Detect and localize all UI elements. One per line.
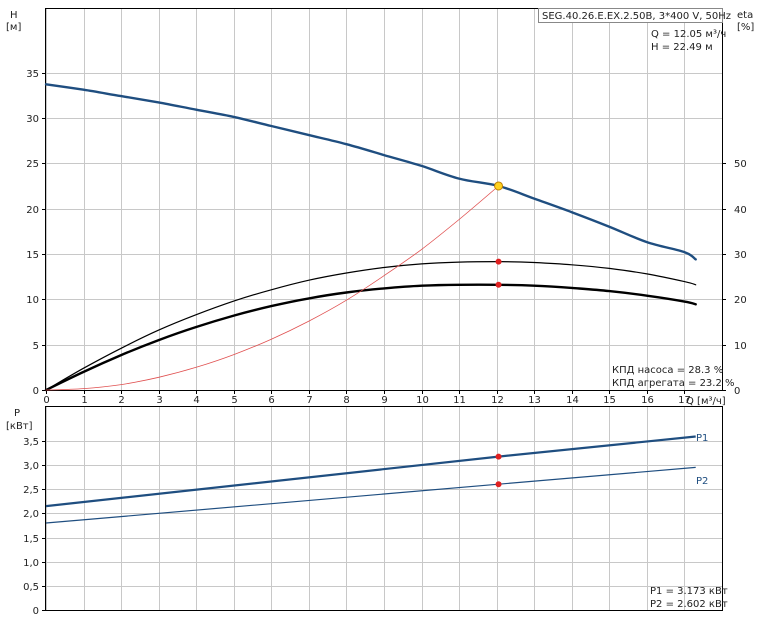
h-tick-label-0: 0 (33, 386, 39, 397)
p-tick-label-3,0: 3,0 (23, 461, 39, 472)
p1-value-label: P1 = 3.173 кВт (650, 586, 728, 597)
h-tick-label-35: 35 (26, 69, 39, 80)
power-point-1 (495, 481, 502, 488)
bottom-plot-frame (45, 406, 723, 611)
head-curve (44, 83, 697, 261)
chart-title: SEG.40.26.E.EX.2.50B, 3*400 V, 50Hz (542, 11, 731, 22)
p-tick-label-1,5: 1,5 (23, 534, 39, 545)
x-tick-label-10: 10 (416, 395, 429, 406)
p2-value-label: P2 = 2.602 кВт (650, 599, 728, 610)
p-axis-label: P (14, 408, 20, 419)
p-tick-label-2,0: 2,0 (23, 509, 39, 520)
system-curve (45, 185, 499, 391)
top-grid (46, 9, 722, 391)
p-tick-label-2,5: 2,5 (23, 485, 39, 496)
x-tick-label-4: 4 (193, 395, 199, 406)
eta-unit-curve (44, 283, 697, 392)
p-axis-unit: [кВт] (6, 421, 33, 432)
x-tick-label-17: 17 (678, 395, 691, 406)
x-tick-label-13: 13 (528, 395, 541, 406)
q-value-label: Q = 12.05 м³/ч (651, 29, 726, 40)
x-tick-label-16: 16 (641, 395, 654, 406)
p1-series-label: P1 (696, 433, 708, 444)
h-tick-label-25: 25 (26, 159, 39, 170)
p-tick-label-0: 0 (33, 606, 39, 617)
x-tick-label-5: 5 (231, 395, 237, 406)
h-axis-unit: [м] (6, 22, 21, 33)
q-axis-label: Q [м³/ч] (686, 396, 726, 407)
x-tick-label-8: 8 (343, 395, 349, 406)
x-tick-label-15: 15 (603, 395, 616, 406)
eta-tick-label-30: 30 (734, 250, 747, 261)
eta-tick-label-50: 50 (734, 159, 747, 170)
eta-pump-curve (45, 260, 697, 391)
eta-axis-unit: [%] (737, 22, 754, 33)
x-tick-label-2: 2 (118, 395, 124, 406)
eta-tick-label-20: 20 (734, 295, 747, 306)
axis-ticks: 0 1 2 3 4 5 6 7 8 9 10 11 12 13 14 15 16 1705101520253035… (23, 69, 747, 617)
eta-tick-label-10: 10 (734, 341, 747, 352)
p-tick-label-3,5: 3,5 (23, 437, 39, 448)
operating-point-1 (495, 258, 502, 265)
eta-axis-label: eta (737, 10, 753, 21)
title-box (538, 8, 723, 23)
eta-tick-label-40: 40 (734, 205, 747, 216)
x-tick-label-7: 7 (306, 395, 312, 406)
h-tick-label-30: 30 (26, 114, 39, 125)
eta-pump-label: КПД насоса = 28.3 % (612, 365, 723, 376)
x-tick-label-0: 0 (43, 395, 49, 406)
h-tick-label-10: 10 (26, 295, 39, 306)
operating-point-0 (494, 181, 504, 191)
eta-unit-label: КПД агрегата = 23.2 % (612, 378, 735, 389)
eta-tick-label-0: 0 (734, 386, 740, 397)
h-axis-label: H (10, 10, 18, 21)
power-point-0 (495, 453, 502, 460)
x-tick-label-6: 6 (268, 395, 274, 406)
x-tick-label-1: 1 (81, 395, 87, 406)
operating-points (494, 181, 504, 488)
p2-series-label: P2 (696, 476, 708, 487)
p-tick-label-1,0: 1,0 (23, 558, 39, 569)
x-tick-label-14: 14 (566, 395, 579, 406)
x-tick-label-3: 3 (156, 395, 162, 406)
h-value-label: H = 22.49 м (651, 42, 713, 53)
h-tick-label-5: 5 (33, 341, 39, 352)
x-tick-label-11: 11 (453, 395, 466, 406)
x-tick-label-9: 9 (381, 395, 387, 406)
h-tick-label-20: 20 (26, 205, 39, 216)
curves (44, 83, 697, 524)
p-tick-label-0,5: 0,5 (23, 582, 39, 593)
h-tick-label-15: 15 (26, 250, 39, 261)
operating-point-2 (495, 281, 502, 288)
x-tick-label-12: 12 (491, 395, 504, 406)
bottom-grid (46, 407, 722, 611)
